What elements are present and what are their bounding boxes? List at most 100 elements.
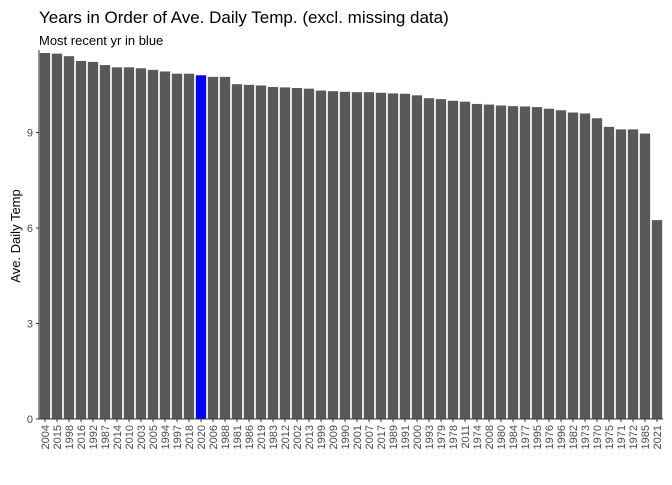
x-tick-label: 2018 — [184, 425, 196, 449]
bar-2001 — [351, 92, 363, 420]
bar-2019 — [255, 85, 267, 420]
bar-1981 — [231, 84, 243, 419]
x-tick-label: 1991 — [400, 425, 412, 449]
x-tick-label: 1993 — [424, 425, 436, 449]
x-tick-label: 2014 — [112, 425, 124, 449]
bar-1976 — [543, 108, 555, 419]
bar-2011 — [459, 101, 471, 419]
x-tick-label: 1985 — [640, 425, 652, 449]
bar-2007 — [363, 92, 375, 420]
x-tick-label: 2005 — [148, 425, 160, 449]
bar-1989 — [387, 93, 399, 420]
x-tick-label: 2009 — [328, 425, 340, 449]
x-tick-label: 1978 — [448, 425, 460, 449]
chart-title: Years in Order of Ave. Daily Temp. (excl… — [39, 8, 449, 27]
x-axis: 2004 2015 1998 2016 1992 1987 2014 2010 2003 2005… — [39, 418, 664, 449]
x-tick-label: 1975 — [604, 425, 616, 449]
bar-2002 — [291, 88, 303, 419]
x-tick-label: 1987 — [100, 425, 112, 449]
bar-1972 — [627, 129, 639, 419]
x-tick-label: 1970 — [592, 425, 604, 449]
bar-1988 — [219, 76, 231, 420]
x-tick-label: 2008 — [484, 425, 496, 449]
x-tick-label: 2010 — [124, 425, 136, 449]
bar-2010 — [123, 67, 135, 419]
x-tick-label: 2007 — [364, 425, 376, 449]
bar-2021 — [651, 220, 663, 419]
bar-2013 — [303, 88, 315, 420]
x-tick-label: 1992 — [88, 425, 100, 449]
bar-1982 — [567, 112, 579, 419]
bar-1977 — [519, 106, 531, 419]
bar-1990 — [339, 91, 351, 419]
bar-1992 — [87, 61, 99, 419]
x-tick-label: 2004 — [40, 425, 52, 449]
bar-1993 — [423, 98, 435, 419]
x-tick-label: 1983 — [268, 425, 280, 449]
bar-1979 — [435, 99, 447, 420]
bar-1980 — [495, 105, 507, 419]
bar-1994 — [159, 71, 171, 420]
bar-1987 — [99, 65, 111, 419]
bar-1974 — [471, 103, 483, 420]
bar-1991 — [399, 93, 411, 420]
bar-2017 — [375, 92, 387, 419]
x-tick-label: 1986 — [244, 425, 256, 449]
y-axis: 0 3 6 9 — [27, 50, 40, 426]
bar-1995 — [531, 107, 543, 419]
x-tick-label: 2016 — [76, 425, 88, 449]
x-tick-label: 1974 — [472, 425, 484, 449]
x-tick-label: 2013 — [304, 425, 316, 449]
x-tick-label: 2019 — [256, 425, 268, 449]
bar-1978 — [447, 100, 459, 420]
bar-1986 — [243, 84, 255, 419]
bar-2004 — [39, 53, 51, 419]
x-tick-label: 2020 — [196, 425, 208, 449]
bar-1973 — [579, 113, 591, 419]
bar-1971 — [615, 129, 627, 419]
x-tick-label: 1998 — [64, 425, 76, 449]
x-tick-label: 1996 — [556, 425, 568, 449]
x-tick-label: 2021 — [652, 425, 664, 449]
x-tick-label: 2017 — [376, 425, 388, 449]
x-tick-label: 2015 — [52, 425, 64, 449]
x-tick-label: 2011 — [460, 425, 472, 449]
y-axis-label: Ave. Daily Temp — [8, 189, 23, 282]
bar-2009 — [327, 91, 339, 419]
x-tick-label: 2012 — [280, 425, 292, 449]
x-tick-label: 1981 — [232, 425, 244, 449]
bar-2003 — [135, 68, 147, 419]
x-tick-label: 1972 — [628, 425, 640, 449]
y-tick-label: 0 — [27, 414, 33, 426]
x-tick-label: 1994 — [160, 425, 172, 449]
x-tick-label: 2003 — [136, 425, 148, 449]
bar-2006 — [207, 76, 219, 420]
bar-1997 — [171, 73, 183, 419]
bar-2016 — [75, 60, 87, 420]
chart-subtitle: Most recent yr in blue — [39, 33, 163, 48]
x-tick-label: 1976 — [544, 425, 556, 449]
bar-1985 — [639, 133, 651, 419]
y-tick-label: 3 — [27, 319, 33, 331]
x-tick-label: 1989 — [388, 425, 400, 449]
x-tick-label: 1997 — [172, 425, 184, 449]
bar-1983 — [267, 87, 279, 420]
x-tick-label: 1984 — [508, 425, 520, 449]
x-tick-label: 1971 — [616, 425, 628, 449]
y-tick-label: 6 — [27, 223, 33, 235]
bar-1984 — [507, 106, 519, 420]
x-tick-label: 1999 — [316, 425, 328, 449]
bar-1998 — [63, 56, 75, 420]
x-tick-label: 2002 — [292, 425, 304, 449]
x-tick-label: 1982 — [568, 425, 580, 449]
x-tick-label: 1980 — [496, 425, 508, 449]
bar-2000 — [411, 95, 423, 419]
bar-2008 — [483, 104, 495, 419]
bar-2012 — [279, 87, 291, 420]
y-tick-label: 9 — [27, 128, 33, 140]
bar-2020 — [195, 75, 207, 419]
x-tick-label: 1977 — [520, 425, 532, 449]
bar-2005 — [147, 69, 159, 420]
